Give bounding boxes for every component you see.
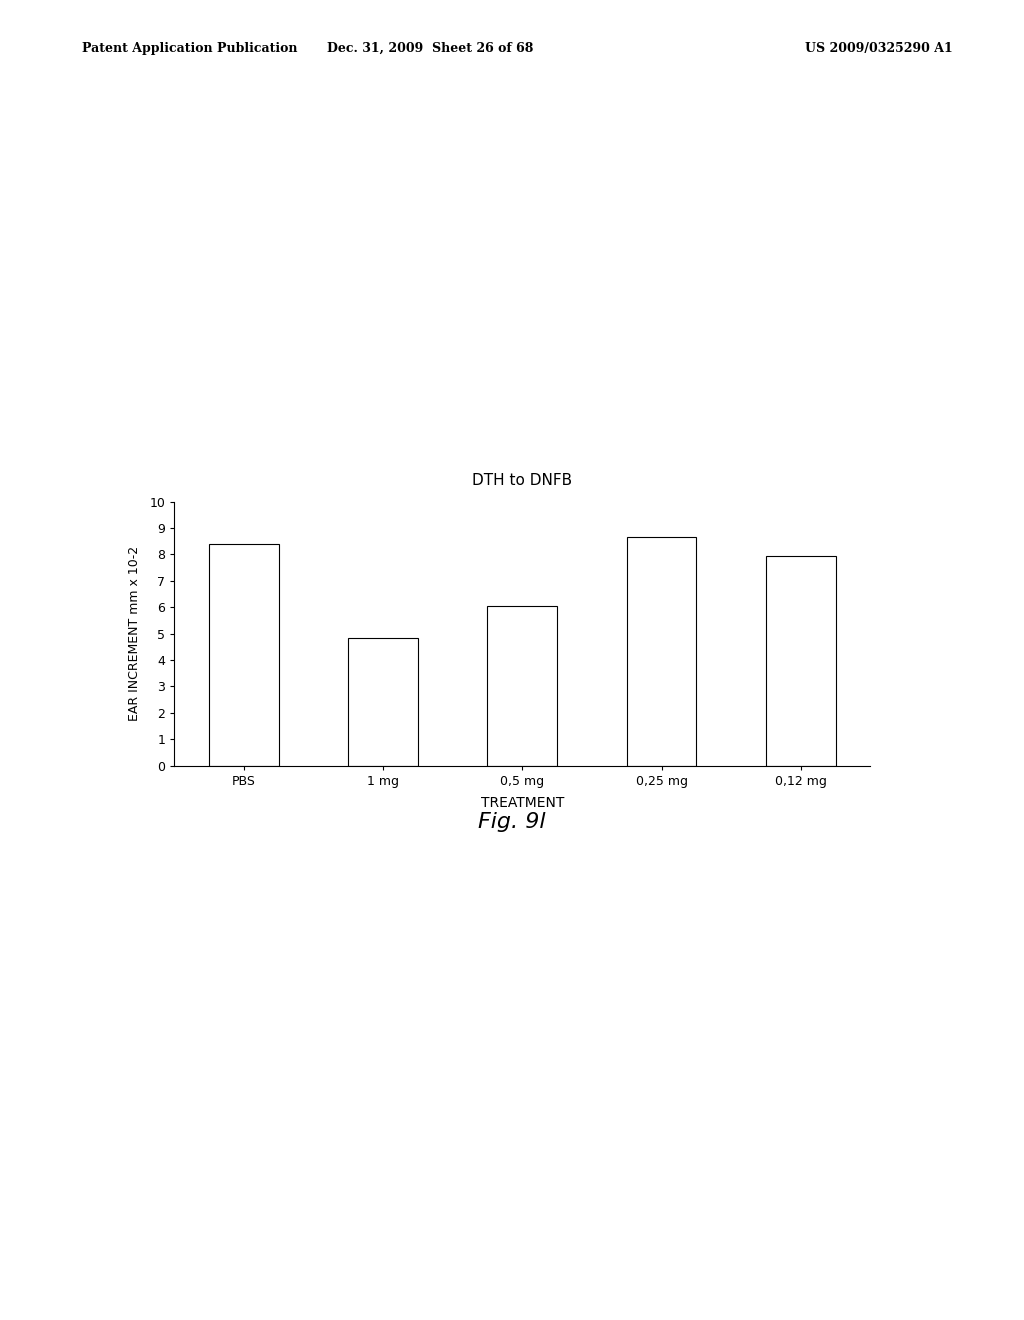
Text: Fig. 9l: Fig. 9l xyxy=(478,812,546,832)
Text: Dec. 31, 2009  Sheet 26 of 68: Dec. 31, 2009 Sheet 26 of 68 xyxy=(327,42,534,55)
Bar xyxy=(209,544,279,766)
Text: US 2009/0325290 A1: US 2009/0325290 A1 xyxy=(805,42,952,55)
Bar xyxy=(487,606,557,766)
X-axis label: TREATMENT: TREATMENT xyxy=(480,796,564,810)
Bar xyxy=(348,638,418,766)
Text: Patent Application Publication: Patent Application Publication xyxy=(82,42,297,55)
Title: DTH to DNFB: DTH to DNFB xyxy=(472,473,572,488)
Y-axis label: EAR INCREMENT mm x 10-2: EAR INCREMENT mm x 10-2 xyxy=(128,546,141,721)
Bar xyxy=(766,556,836,766)
Bar xyxy=(627,537,696,766)
